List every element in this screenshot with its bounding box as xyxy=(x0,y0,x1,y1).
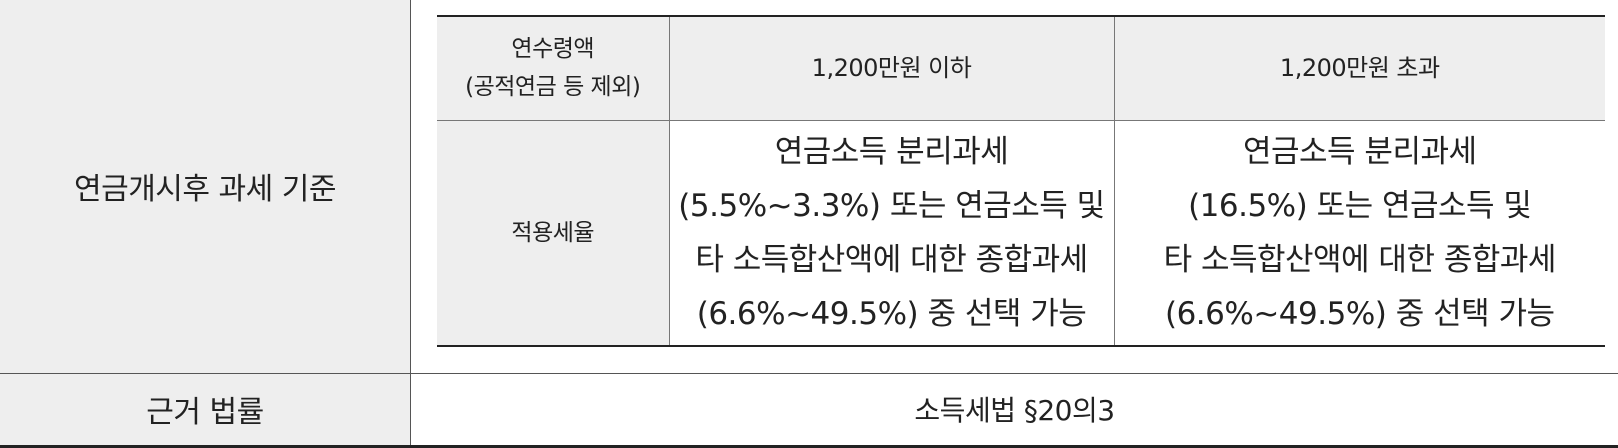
header-annual-amount-line1: 연수령액 xyxy=(438,30,668,68)
cell-under-12m-line: 타 소득합산액에 대한 종합과세 xyxy=(670,233,1114,287)
cell-over-12m-line: 연금소득 분리과세 xyxy=(1115,125,1606,179)
header-annual-amount-line2: (공적연금 등 제외) xyxy=(438,68,668,106)
tax-criteria-row: 연금개시후 과세 기준 연수령액 (공적연금 등 제외) xyxy=(0,0,1618,373)
rate-table-row: 적용세율 연금소득 분리과세 (5.5%∼3.3%) 또는 연금소득 및 타 소… xyxy=(437,120,1605,346)
cell-over-12m-line: (16.5%) 또는 연금소득 및 xyxy=(1115,179,1606,233)
tax-criteria-content: 연수령액 (공적연금 등 제외) 1,200만원 이하 1,200만원 초과 적… xyxy=(411,0,1618,373)
rate-table-header-row: 연수령액 (공적연금 등 제외) 1,200만원 이하 1,200만원 초과 xyxy=(437,16,1605,120)
rate-table: 연수령액 (공적연금 등 제외) 1,200만원 이하 1,200만원 초과 적… xyxy=(437,15,1605,347)
header-annual-amount: 연수령액 (공적연금 등 제외) xyxy=(437,16,669,120)
cell-under-12m-line: (6.6%∼49.5%) 중 선택 가능 xyxy=(670,287,1114,341)
cell-over-12m-line: 타 소득합산액에 대한 종합과세 xyxy=(1115,233,1606,287)
legal-basis-row: 근거 법률 소득세법 §20의3 xyxy=(0,373,1618,446)
legal-basis-label: 근거 법률 xyxy=(0,373,411,446)
cell-under-12m-line: 연금소득 분리과세 xyxy=(670,125,1114,179)
header-under-12m: 1,200만원 이하 xyxy=(669,16,1114,120)
tax-criteria-label: 연금개시후 과세 기준 xyxy=(0,0,411,373)
row-label-applied-rate: 적용세율 xyxy=(437,120,669,346)
legal-basis-value: 소득세법 §20의3 xyxy=(411,373,1618,446)
cell-over-12m-line: (6.6%∼49.5%) 중 선택 가능 xyxy=(1115,287,1606,341)
cell-under-12m: 연금소득 분리과세 (5.5%∼3.3%) 또는 연금소득 및 타 소득합산액에… xyxy=(669,120,1114,346)
header-over-12m: 1,200만원 초과 xyxy=(1114,16,1605,120)
cell-under-12m-line: (5.5%∼3.3%) 또는 연금소득 및 xyxy=(670,179,1114,233)
cell-over-12m: 연금소득 분리과세 (16.5%) 또는 연금소득 및 타 소득합산액에 대한 … xyxy=(1114,120,1605,346)
